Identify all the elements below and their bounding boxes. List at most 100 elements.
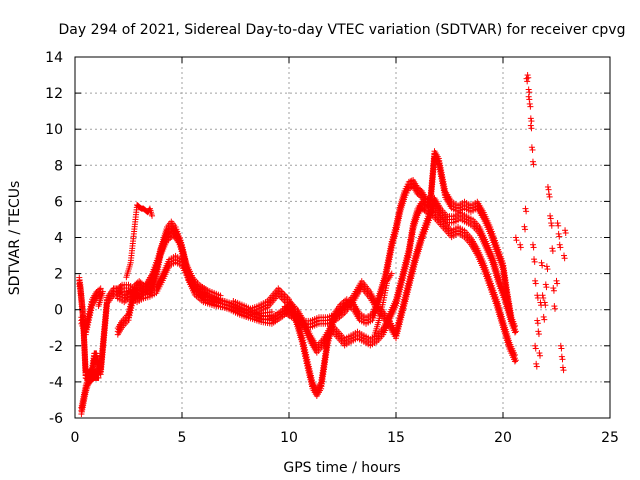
- data-point: [541, 299, 548, 306]
- data-point: [541, 316, 548, 323]
- data-point: [552, 305, 559, 312]
- data-point: [536, 350, 543, 357]
- data-point: [553, 277, 560, 284]
- y-axis-label: SDTVAR / TECUs: [7, 181, 23, 296]
- y-tick-label: -6: [49, 411, 63, 427]
- grid-layer: [75, 57, 610, 418]
- y-tick-label: 8: [54, 158, 63, 174]
- data-point: [542, 281, 549, 288]
- data-point: [547, 212, 554, 219]
- data-point: [554, 280, 561, 287]
- x-tick-labels: 0 5 10 15 20 25: [71, 430, 619, 446]
- data-point: [560, 252, 567, 259]
- data-point: [548, 220, 555, 227]
- y-tick-label: 10: [45, 122, 63, 138]
- data-point: [524, 78, 531, 85]
- data-point: [543, 263, 550, 270]
- data-point: [533, 363, 540, 370]
- data-point: [534, 292, 541, 299]
- data-point: [532, 280, 539, 287]
- chart-title: Day 294 of 2021, Sidereal Day-to-day VTE…: [59, 22, 626, 38]
- y-tick-label: 0: [54, 303, 63, 319]
- data-point: [544, 266, 551, 273]
- data-point: [513, 237, 520, 244]
- y-tick-labels: -6 -4 -2 0 2 4 6 8 10 12 14: [45, 50, 63, 427]
- data-point: [562, 227, 569, 234]
- x-tick-label: 10: [280, 430, 298, 446]
- data-point: [539, 262, 546, 269]
- data-point: [550, 287, 557, 294]
- y-tick-label: -2: [49, 339, 63, 355]
- y-tick-label: 14: [45, 50, 63, 66]
- data-point: [517, 241, 524, 248]
- data-point: [530, 161, 537, 168]
- data-point: [526, 100, 533, 107]
- y-tick-label: -4: [49, 375, 63, 391]
- data-point: [558, 353, 565, 360]
- data-point: [527, 122, 534, 129]
- data-point: [528, 144, 535, 151]
- data-point: [512, 234, 519, 241]
- data-point: [554, 220, 561, 227]
- data-point: [540, 294, 547, 301]
- data-point: [525, 86, 532, 93]
- y-tick-label: 12: [45, 86, 63, 102]
- x-axis-label: GPS time / hours: [283, 460, 400, 476]
- data-point: [527, 115, 534, 122]
- data-point: [559, 356, 566, 363]
- data-point: [551, 303, 558, 310]
- data-point: [529, 241, 536, 248]
- data-point: [557, 342, 564, 349]
- data-point: [531, 256, 538, 263]
- data-point: [540, 313, 547, 320]
- data-point: [525, 93, 532, 100]
- data-point: [561, 255, 568, 262]
- y-tick-label: 6: [54, 194, 63, 210]
- data-point: [531, 258, 538, 265]
- data-point: [533, 360, 540, 367]
- data-point: [526, 89, 533, 96]
- x-tick-label: 25: [601, 430, 619, 446]
- data-point: [544, 183, 551, 190]
- data-point: [523, 208, 530, 215]
- data-point: [562, 229, 569, 236]
- y-tick-label: 2: [54, 267, 63, 283]
- x-tick-label: 5: [178, 430, 187, 446]
- data-point: [550, 285, 557, 292]
- data-point: [556, 233, 563, 240]
- data-point: [546, 193, 553, 200]
- data-point: [542, 302, 549, 309]
- data-point: [539, 292, 546, 299]
- data-point: [521, 223, 528, 230]
- x-tick-label: 15: [387, 430, 405, 446]
- data-point: [528, 125, 535, 132]
- data-point: [549, 245, 556, 252]
- data-point: [537, 352, 544, 359]
- x-tick-label: 0: [71, 430, 80, 446]
- data-point: [532, 345, 539, 352]
- data-point: [558, 345, 565, 352]
- data-points: [76, 72, 569, 418]
- data-point: [532, 277, 539, 284]
- data-point: [530, 244, 537, 251]
- x-tick-label: 20: [494, 430, 512, 446]
- y-tick-label: 4: [54, 231, 63, 247]
- data-point: [517, 244, 524, 251]
- data-point: [535, 328, 542, 335]
- data-point: [548, 222, 555, 229]
- data-point: [557, 244, 564, 251]
- data-point: [559, 364, 566, 371]
- data-point: [534, 317, 541, 324]
- data-point: [546, 191, 553, 198]
- data-point: [534, 320, 541, 327]
- data-point: [532, 342, 539, 349]
- data-point: [527, 103, 534, 110]
- data-point: [549, 248, 556, 255]
- data-point: [560, 367, 567, 374]
- data-point: [528, 118, 535, 125]
- data-point: [529, 146, 536, 153]
- data-point: [555, 230, 562, 237]
- data-point: [555, 222, 562, 229]
- data-point: [529, 158, 536, 165]
